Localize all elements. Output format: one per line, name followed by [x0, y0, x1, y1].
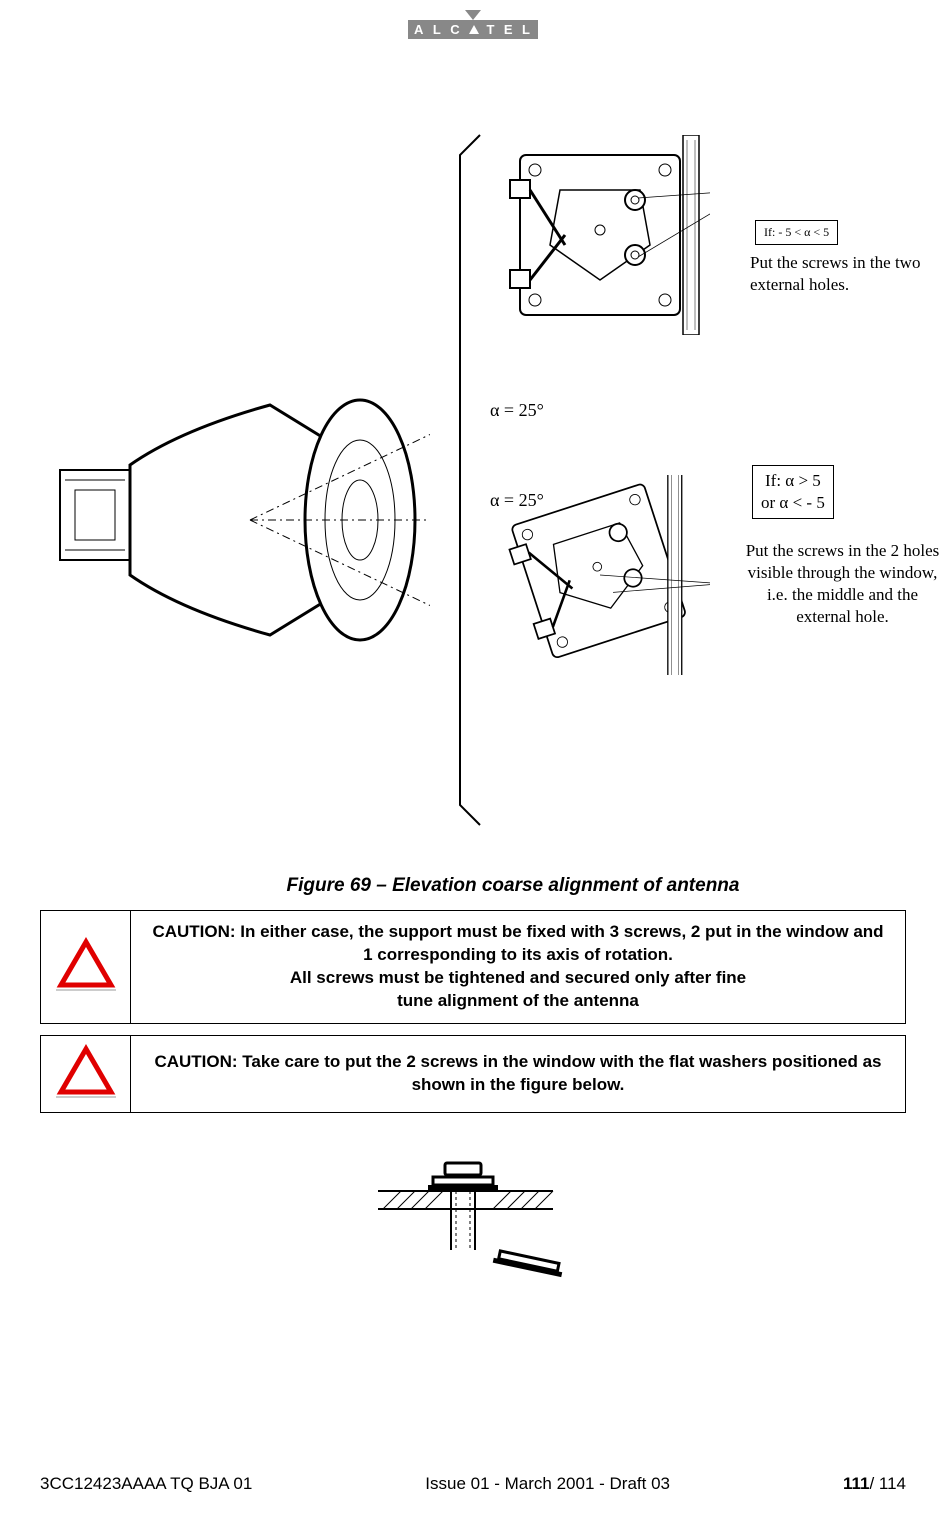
caution-box-1: CAUTION: In either case, the support mus…	[40, 910, 906, 1024]
caution-triangle-icon	[56, 1044, 116, 1099]
caution-text-2: CAUTION: Take care to put the 2 screws i…	[154, 1052, 881, 1094]
antenna-diagram: α = 25° α = 25° If: - 5 < α < 5 Put the …	[0, 120, 946, 820]
caution-triangle-icon	[56, 937, 116, 992]
angle-label-bottom: α = 25°	[490, 490, 544, 511]
mount-assembly-top-icon	[490, 135, 710, 335]
caution-box-2: CAUTION: Take care to put the 2 screws i…	[40, 1035, 906, 1113]
reference-line	[455, 130, 485, 830]
footer-center: Issue 01 - March 2001 - Draft 03	[425, 1474, 670, 1494]
condition-box-top: If: - 5 < α < 5	[755, 220, 838, 245]
page-footer: 3CC12423AAAA TQ BJA 01 Issue 01 - March …	[40, 1474, 906, 1494]
brand-logo: ALC TEL	[408, 10, 538, 50]
figure-caption: Figure 69 – Elevation coarse alignment o…	[40, 875, 946, 897]
instruction-top: Put the screws in the two external holes…	[750, 252, 940, 296]
washer-cross-section-icon	[373, 1155, 573, 1305]
instruction-bottom: Put the screws in the 2 holes visible th…	[740, 540, 945, 628]
footer-left: 3CC12423AAAA TQ BJA 01	[40, 1474, 252, 1494]
angle-label-top: α = 25°	[490, 400, 544, 421]
caution-text-1: CAUTION: In either case, the support mus…	[152, 922, 883, 1010]
condition-box-bottom: If: α > 5 or α < - 5	[752, 465, 834, 519]
footer-page: 111/ 114	[843, 1474, 906, 1494]
antenna-dish-icon	[50, 370, 430, 670]
